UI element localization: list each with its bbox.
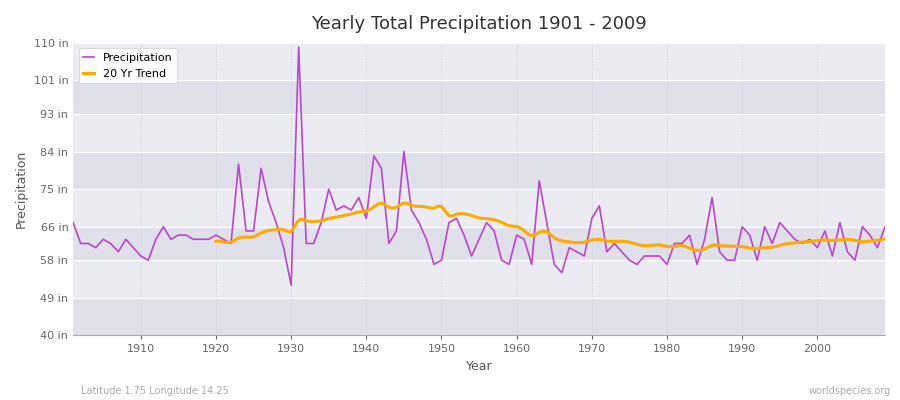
Bar [73, 227, 885, 260]
20 Yr Trend [879, 236, 890, 241]
Bar [73, 80, 885, 114]
Text: worldspecies.org: worldspecies.org [809, 386, 891, 396]
Bar [73, 114, 885, 152]
20 Yr Trend [761, 245, 772, 250]
20 Yr Trend [534, 230, 544, 235]
Text: Latitude 1.75 Longitude 14.25: Latitude 1.75 Longitude 14.25 [81, 386, 229, 396]
20 Yr Trend [530, 232, 541, 237]
X-axis label: Year: Year [466, 360, 492, 373]
Bar [73, 152, 885, 189]
20 Yr Trend [693, 248, 704, 253]
20 Yr Trend [610, 239, 621, 244]
Bar [73, 298, 885, 336]
Precipitation [286, 283, 297, 288]
Line: Precipitation: Precipitation [73, 47, 885, 285]
Precipitation [68, 220, 78, 225]
Bar [73, 43, 885, 80]
Precipitation [879, 224, 890, 229]
Legend: Precipitation, 20 Yr Trend: Precipitation, 20 Yr Trend [78, 48, 177, 83]
Title: Yearly Total Precipitation 1901 - 2009: Yearly Total Precipitation 1901 - 2009 [311, 15, 647, 33]
Precipitation [616, 250, 627, 254]
Bar [73, 189, 885, 227]
Precipitation [309, 241, 320, 246]
Line: 20 Yr Trend: 20 Yr Trend [216, 203, 885, 250]
20 Yr Trend [211, 239, 221, 244]
Precipitation [128, 245, 139, 250]
20 Yr Trend [400, 201, 410, 206]
Precipitation [354, 195, 364, 200]
Precipitation [526, 262, 537, 267]
Precipitation [293, 45, 304, 50]
20 Yr Trend [574, 240, 585, 245]
20 Yr Trend [866, 238, 877, 243]
Y-axis label: Precipitation: Precipitation [15, 150, 28, 228]
Precipitation [518, 237, 529, 242]
Bar [73, 260, 885, 298]
